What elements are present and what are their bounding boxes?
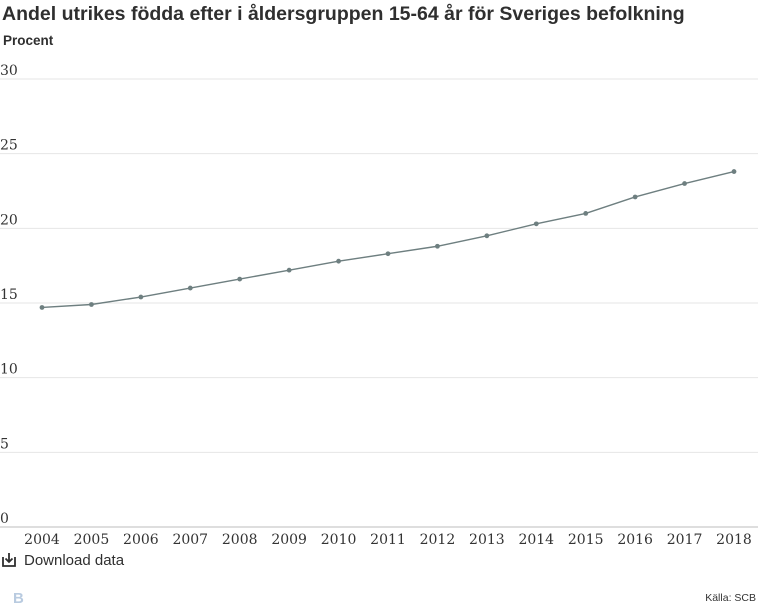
x-tick-label: 2013 bbox=[469, 532, 505, 548]
data-point[interactable] bbox=[435, 243, 440, 249]
y-tick-label: 15 bbox=[0, 287, 18, 303]
x-tick-label: 2007 bbox=[172, 532, 208, 548]
download-icon bbox=[2, 553, 16, 567]
y-tick-label: 30 bbox=[0, 63, 18, 79]
x-tick-label: 2009 bbox=[271, 532, 307, 548]
series-line bbox=[41, 170, 735, 309]
brand-logo: B bbox=[13, 590, 24, 607]
x-tick-label: 2018 bbox=[716, 532, 752, 548]
data-point[interactable] bbox=[286, 267, 292, 273]
data-point[interactable] bbox=[731, 169, 737, 174]
line-chart: 0 5 10 15 20 25 30 2004 2005 2006 2007 2008 2009 201… bbox=[0, 63, 758, 548]
source-note: Källa: SCB bbox=[705, 592, 756, 604]
x-tick-label: 2004 bbox=[24, 532, 60, 548]
data-point[interactable] bbox=[138, 294, 144, 300]
x-tick-label: 2005 bbox=[74, 532, 110, 548]
y-tick-label: 0 bbox=[0, 511, 9, 527]
data-point[interactable] bbox=[187, 285, 193, 291]
data-point[interactable] bbox=[237, 276, 243, 282]
data-point[interactable] bbox=[484, 233, 490, 239]
x-tick-label: 2015 bbox=[568, 532, 604, 548]
data-point[interactable] bbox=[89, 302, 94, 307]
data-point[interactable] bbox=[385, 251, 391, 257]
x-tick-label: 2014 bbox=[518, 532, 554, 548]
chart-title: Andel utrikes födda efter i åldersgruppe… bbox=[2, 3, 685, 25]
x-tick-label: 2010 bbox=[321, 532, 357, 548]
x-tick-label: 2012 bbox=[420, 532, 456, 548]
download-data-label: Download data bbox=[24, 551, 125, 569]
y-tick-label: 20 bbox=[0, 212, 18, 228]
data-point[interactable] bbox=[583, 211, 589, 216]
x-tick-label: 2011 bbox=[370, 532, 406, 548]
x-tick-label: 2008 bbox=[222, 532, 258, 548]
data-point[interactable] bbox=[632, 194, 638, 200]
data-point[interactable] bbox=[533, 221, 539, 227]
x-tick-label: 2016 bbox=[617, 532, 653, 548]
x-tick-label: 2006 bbox=[123, 532, 159, 548]
data-point[interactable] bbox=[39, 305, 45, 310]
x-tick-label: 2017 bbox=[667, 532, 703, 548]
data-point[interactable] bbox=[682, 181, 687, 186]
y-tick-label: 5 bbox=[0, 436, 9, 452]
data-point[interactable] bbox=[336, 258, 341, 264]
y-tick-label: 10 bbox=[0, 362, 18, 378]
chart-subtitle: Procent bbox=[3, 33, 54, 48]
y-tick-label: 25 bbox=[0, 138, 18, 154]
download-data-button[interactable]: Download data bbox=[0, 551, 124, 569]
